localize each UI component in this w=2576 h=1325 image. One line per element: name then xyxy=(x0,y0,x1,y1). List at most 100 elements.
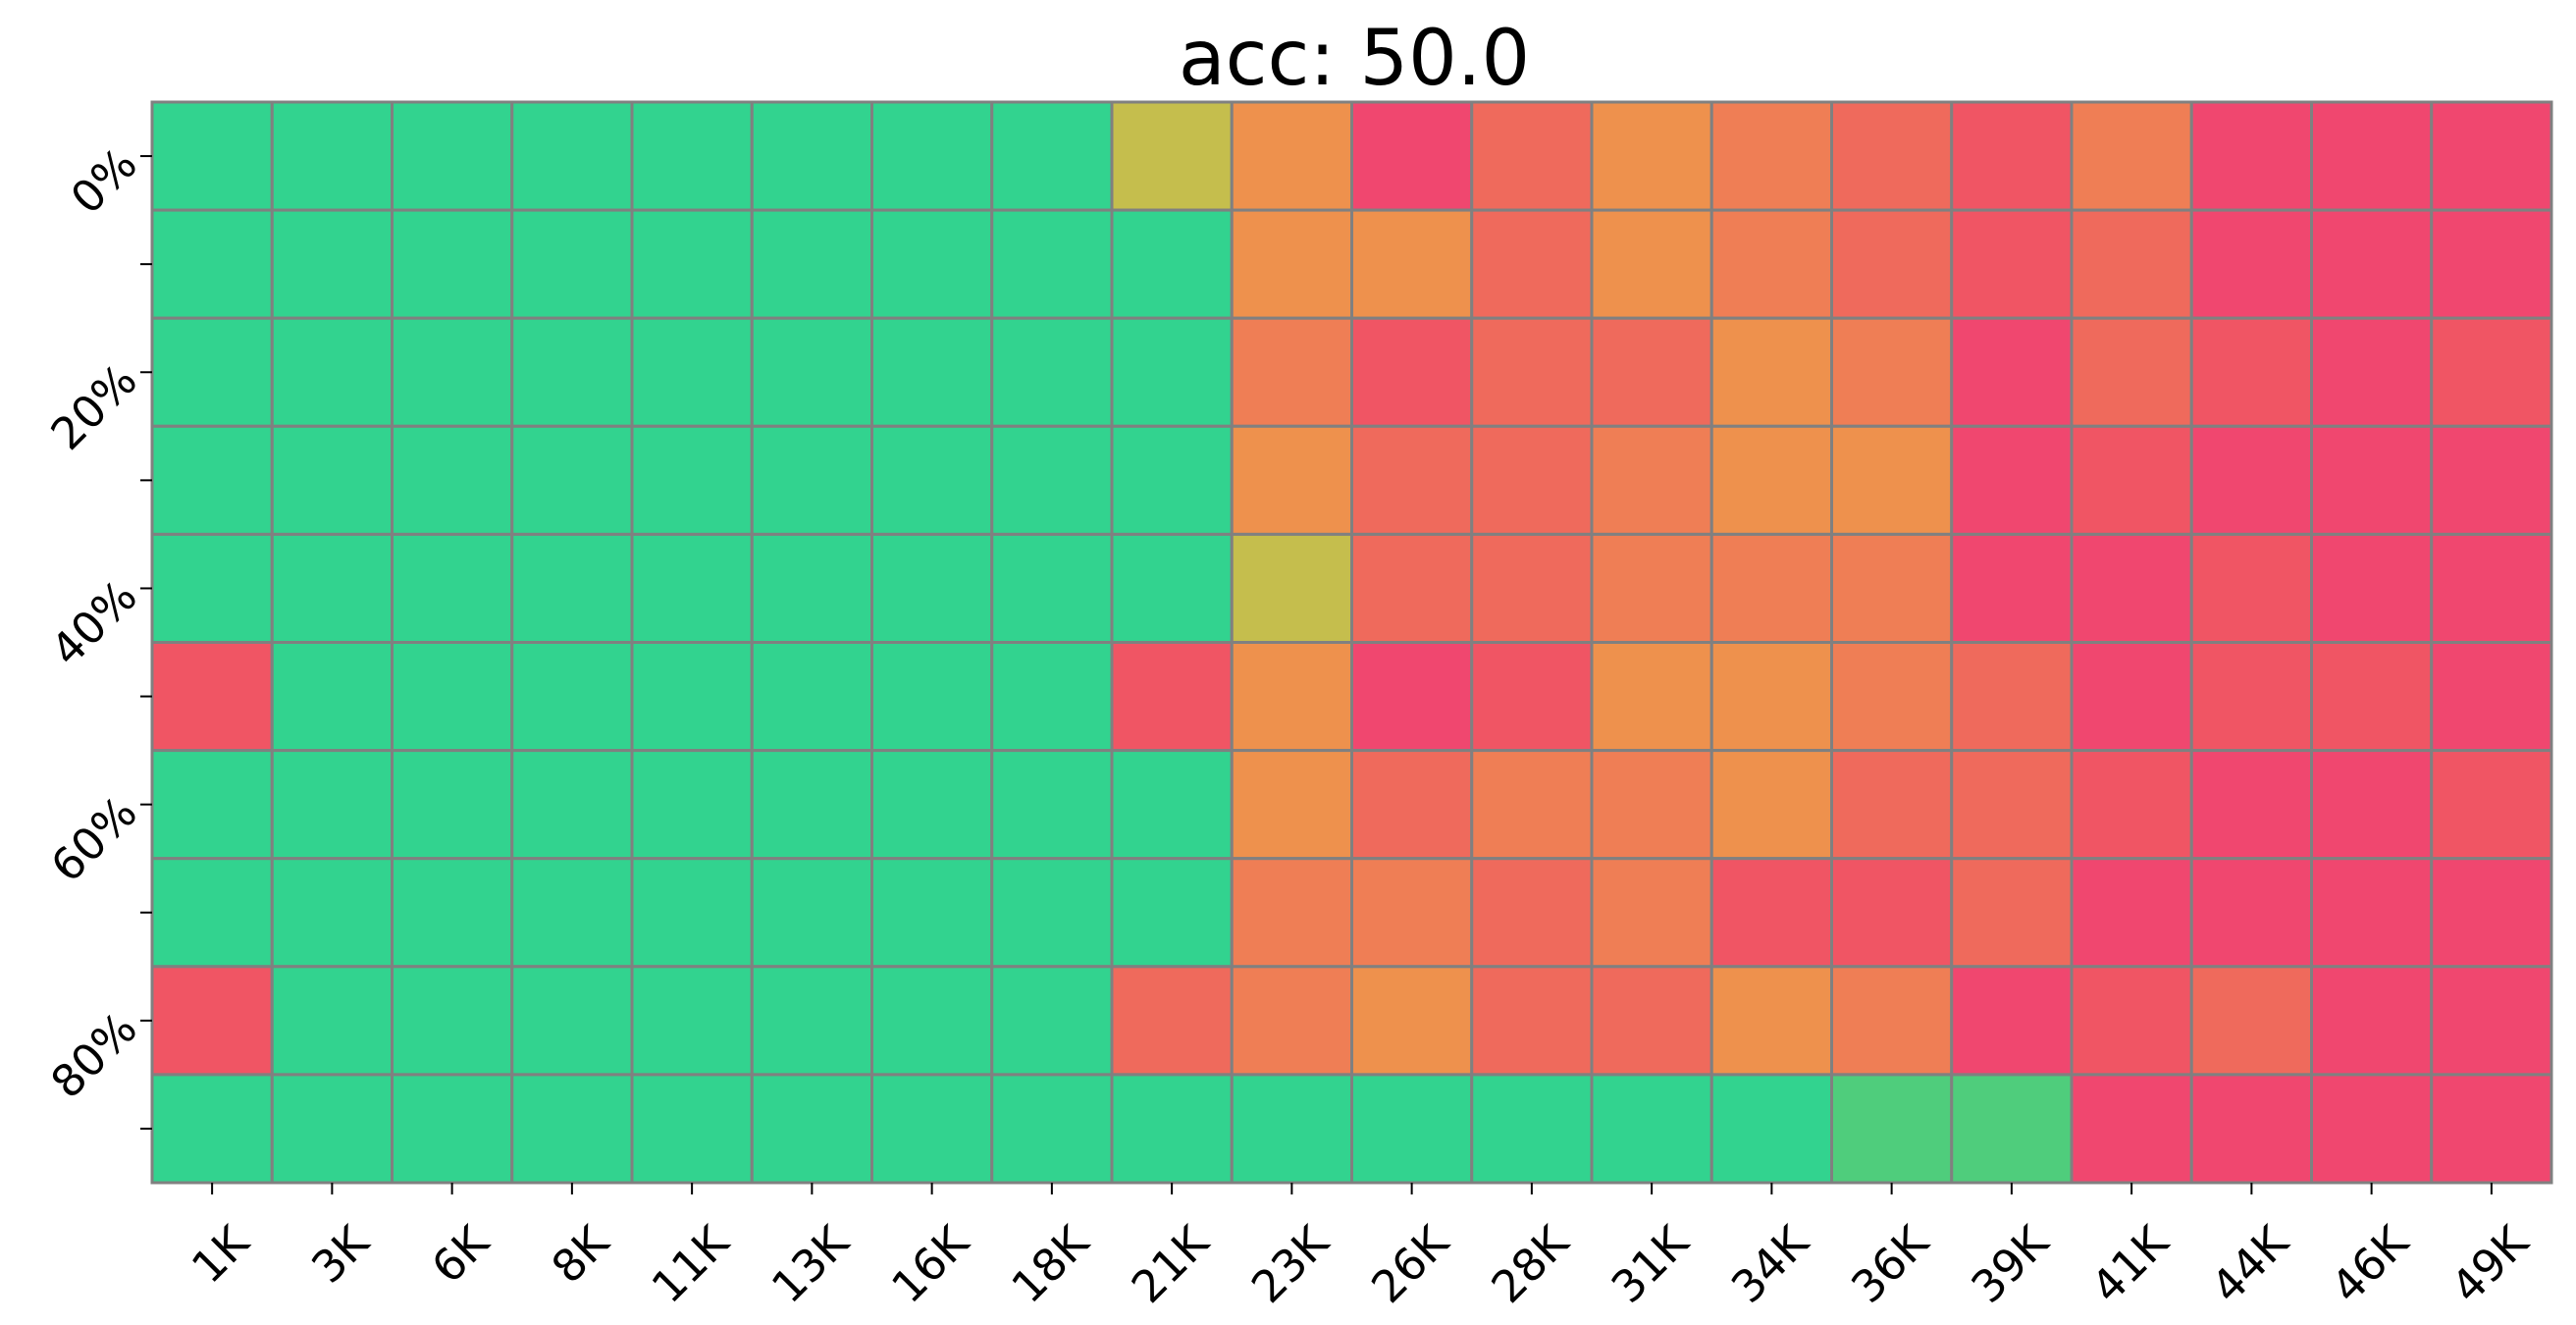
heatmap-cell xyxy=(1709,749,1833,861)
y-tick-label: 20% xyxy=(41,354,147,460)
heatmap-cell xyxy=(990,532,1114,645)
heatmap-cell xyxy=(990,424,1114,536)
x-tick-label: 13K xyxy=(762,1215,860,1313)
heatmap-cell xyxy=(1590,316,1713,428)
heatmap-cell xyxy=(750,532,873,645)
heatmap-cell xyxy=(2189,532,2313,645)
heatmap-cell xyxy=(1470,641,1594,753)
heatmap-cell xyxy=(1470,1073,1594,1185)
heatmap-cell xyxy=(1950,965,2074,1077)
heatmap-cell xyxy=(510,749,634,861)
heatmap-cell xyxy=(510,100,634,212)
heatmap-cell xyxy=(510,857,634,969)
heatmap-cell xyxy=(2430,857,2553,969)
x-tick-label: 26K xyxy=(1361,1215,1459,1313)
heatmap-cell xyxy=(1230,965,1353,1077)
x-tick-label: 41K xyxy=(2081,1215,2180,1313)
heatmap-cell xyxy=(2070,857,2193,969)
heatmap-cell xyxy=(1110,857,1234,969)
heatmap-cell xyxy=(1950,424,2074,536)
heatmap-cell xyxy=(2430,424,2553,536)
heatmap-cell xyxy=(630,424,754,536)
heatmap-cell xyxy=(1110,641,1234,753)
heatmap-cell xyxy=(150,1073,274,1185)
heatmap-cell xyxy=(1350,532,1474,645)
heatmap-cell xyxy=(990,1073,1114,1185)
heatmap-cell xyxy=(1230,532,1353,645)
heatmap-cell xyxy=(510,424,634,536)
heatmap-cell xyxy=(510,208,634,320)
heatmap-cell xyxy=(1350,1073,1474,1185)
heatmap-cell xyxy=(391,424,514,536)
heatmap-cell xyxy=(630,857,754,969)
heatmap-cell xyxy=(150,749,274,861)
heatmap-cell xyxy=(1590,424,1713,536)
heatmap-cell xyxy=(630,641,754,753)
x-tick-label: 6K xyxy=(422,1215,500,1294)
heatmap-cell xyxy=(2070,641,2193,753)
heatmap-cell xyxy=(990,100,1114,212)
heatmap-cell xyxy=(2189,100,2313,212)
heatmap-cell xyxy=(1590,100,1713,212)
heatmap-cell xyxy=(1230,749,1353,861)
heatmap-cell xyxy=(990,316,1114,428)
heatmap-cell xyxy=(270,316,394,428)
heatmap-cell xyxy=(150,857,274,969)
heatmap-cell xyxy=(391,208,514,320)
heatmap-cell xyxy=(1110,749,1234,861)
heatmap-cell xyxy=(2189,316,2313,428)
heatmap-cell xyxy=(1350,208,1474,320)
heatmap-cell xyxy=(2310,532,2434,645)
heatmap-cell xyxy=(2430,100,2553,212)
x-tick-label: 46K xyxy=(2321,1215,2419,1313)
heatmap-cell xyxy=(1709,857,1833,969)
heatmap-cell xyxy=(1590,965,1713,1077)
heatmap-cell xyxy=(1830,100,1954,212)
heatmap-cell xyxy=(1470,532,1594,645)
heatmap-cell xyxy=(2070,749,2193,861)
x-tick-label: 28K xyxy=(1482,1215,1580,1313)
heatmap-cell xyxy=(1950,100,2074,212)
heatmap-cell xyxy=(1950,1073,2074,1185)
y-axis: 0% 20% 40% 60% 80% xyxy=(41,137,152,1130)
heatmap-cell xyxy=(391,1073,514,1185)
heatmap-cell xyxy=(150,316,274,428)
heatmap-cell xyxy=(1110,208,1234,320)
heatmap-cell xyxy=(750,208,873,320)
heatmap-cell xyxy=(2070,1073,2193,1185)
heatmap-cell xyxy=(1350,424,1474,536)
heatmap-cell xyxy=(990,208,1114,320)
heatmap-cell xyxy=(870,965,994,1077)
x-tick-label: 39K xyxy=(1962,1215,2060,1313)
x-tick-label: 11K xyxy=(642,1215,740,1313)
heatmap-cell xyxy=(2430,532,2553,645)
heatmap-cell xyxy=(1590,857,1713,969)
heatmap-cell xyxy=(150,208,274,320)
heatmap-cell xyxy=(2310,1073,2434,1185)
heatmap-cell xyxy=(1590,641,1713,753)
heatmap-cell xyxy=(1830,424,1954,536)
x-axis: 1K 3K 6K 8K 11K 13K 16K 18K 21K 23K 26K 28K 31K 34K 36… xyxy=(182,1183,2539,1313)
heatmap-cell xyxy=(391,532,514,645)
heatmap-cell xyxy=(750,1073,873,1185)
heatmap-cell xyxy=(150,100,274,212)
heatmap-cell xyxy=(2070,532,2193,645)
heatmap-cell xyxy=(270,965,394,1077)
heatmap-cell xyxy=(1709,532,1833,645)
heatmap-cell xyxy=(510,1073,634,1185)
heatmap-cell xyxy=(2189,857,2313,969)
heatmap-cell xyxy=(750,424,873,536)
heatmap-cell xyxy=(870,316,994,428)
heatmap-cell xyxy=(630,100,754,212)
heatmap-cell xyxy=(1350,857,1474,969)
heatmap-cell xyxy=(2310,749,2434,861)
heatmap-cell xyxy=(1590,749,1713,861)
heatmap-cell xyxy=(1110,532,1234,645)
heatmap-cell xyxy=(1470,749,1594,861)
heatmap-cell xyxy=(270,208,394,320)
heatmap-cell xyxy=(1110,424,1234,536)
heatmap-cell xyxy=(270,641,394,753)
heatmap-cell xyxy=(510,965,634,1077)
heatmap-cell xyxy=(1470,965,1594,1077)
